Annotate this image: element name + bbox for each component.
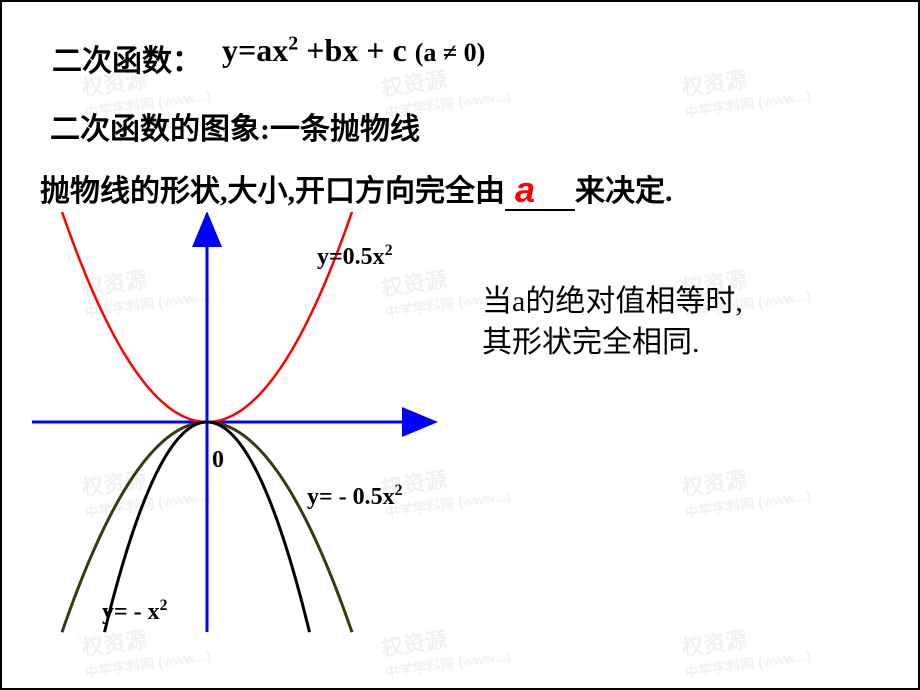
line-determined-by: 抛物线的形状,大小,开口方向完全由 a来决定. [40,166,673,211]
side-note: 当a的绝对值相等时, 其形状完全相同. [482,282,743,363]
heading-quadratic: 二次函数： [52,36,202,80]
chart-svg [32,212,462,642]
watermark: 权资源中学学科网 (www...) [679,453,812,522]
side-note-line1: 当a的绝对值相等时, [482,282,743,323]
formula: y=ax2 +bx + c (a ≠ 0) [222,32,485,69]
chart-label: 0 [212,447,224,474]
blank-answer-a: a [515,169,535,211]
line-graph-is-parabola: 二次函数的图象:一条抛物线 [50,104,420,148]
chart-label: y=0.5x2 [317,242,392,271]
watermark: 权资源中学学科网 (www...) [679,613,812,682]
watermark: 权资源中学学科网 (www...) [679,53,812,122]
slide-frame: 权资源中学学科网 (www...) 权资源中学学科网 (www...) 权资源中学学… [0,0,920,690]
chart-label: y= - x2 [102,597,167,626]
side-note-line2: 其形状完全相同. [482,323,743,364]
line3-pre: 抛物线的形状,大小,开口方向完全由 [40,175,505,208]
formula-condition: (a ≠ 0) [415,38,486,67]
formula-body: y=ax2 +bx + c [222,32,415,68]
blank: a [505,175,575,211]
parabola-chart: y=0.5x2 y= - 0.5x2 y= - x2 0 [32,212,462,642]
line3-post: 来决定. [575,175,673,208]
chart-label: y= - 0.5x2 [307,482,402,511]
